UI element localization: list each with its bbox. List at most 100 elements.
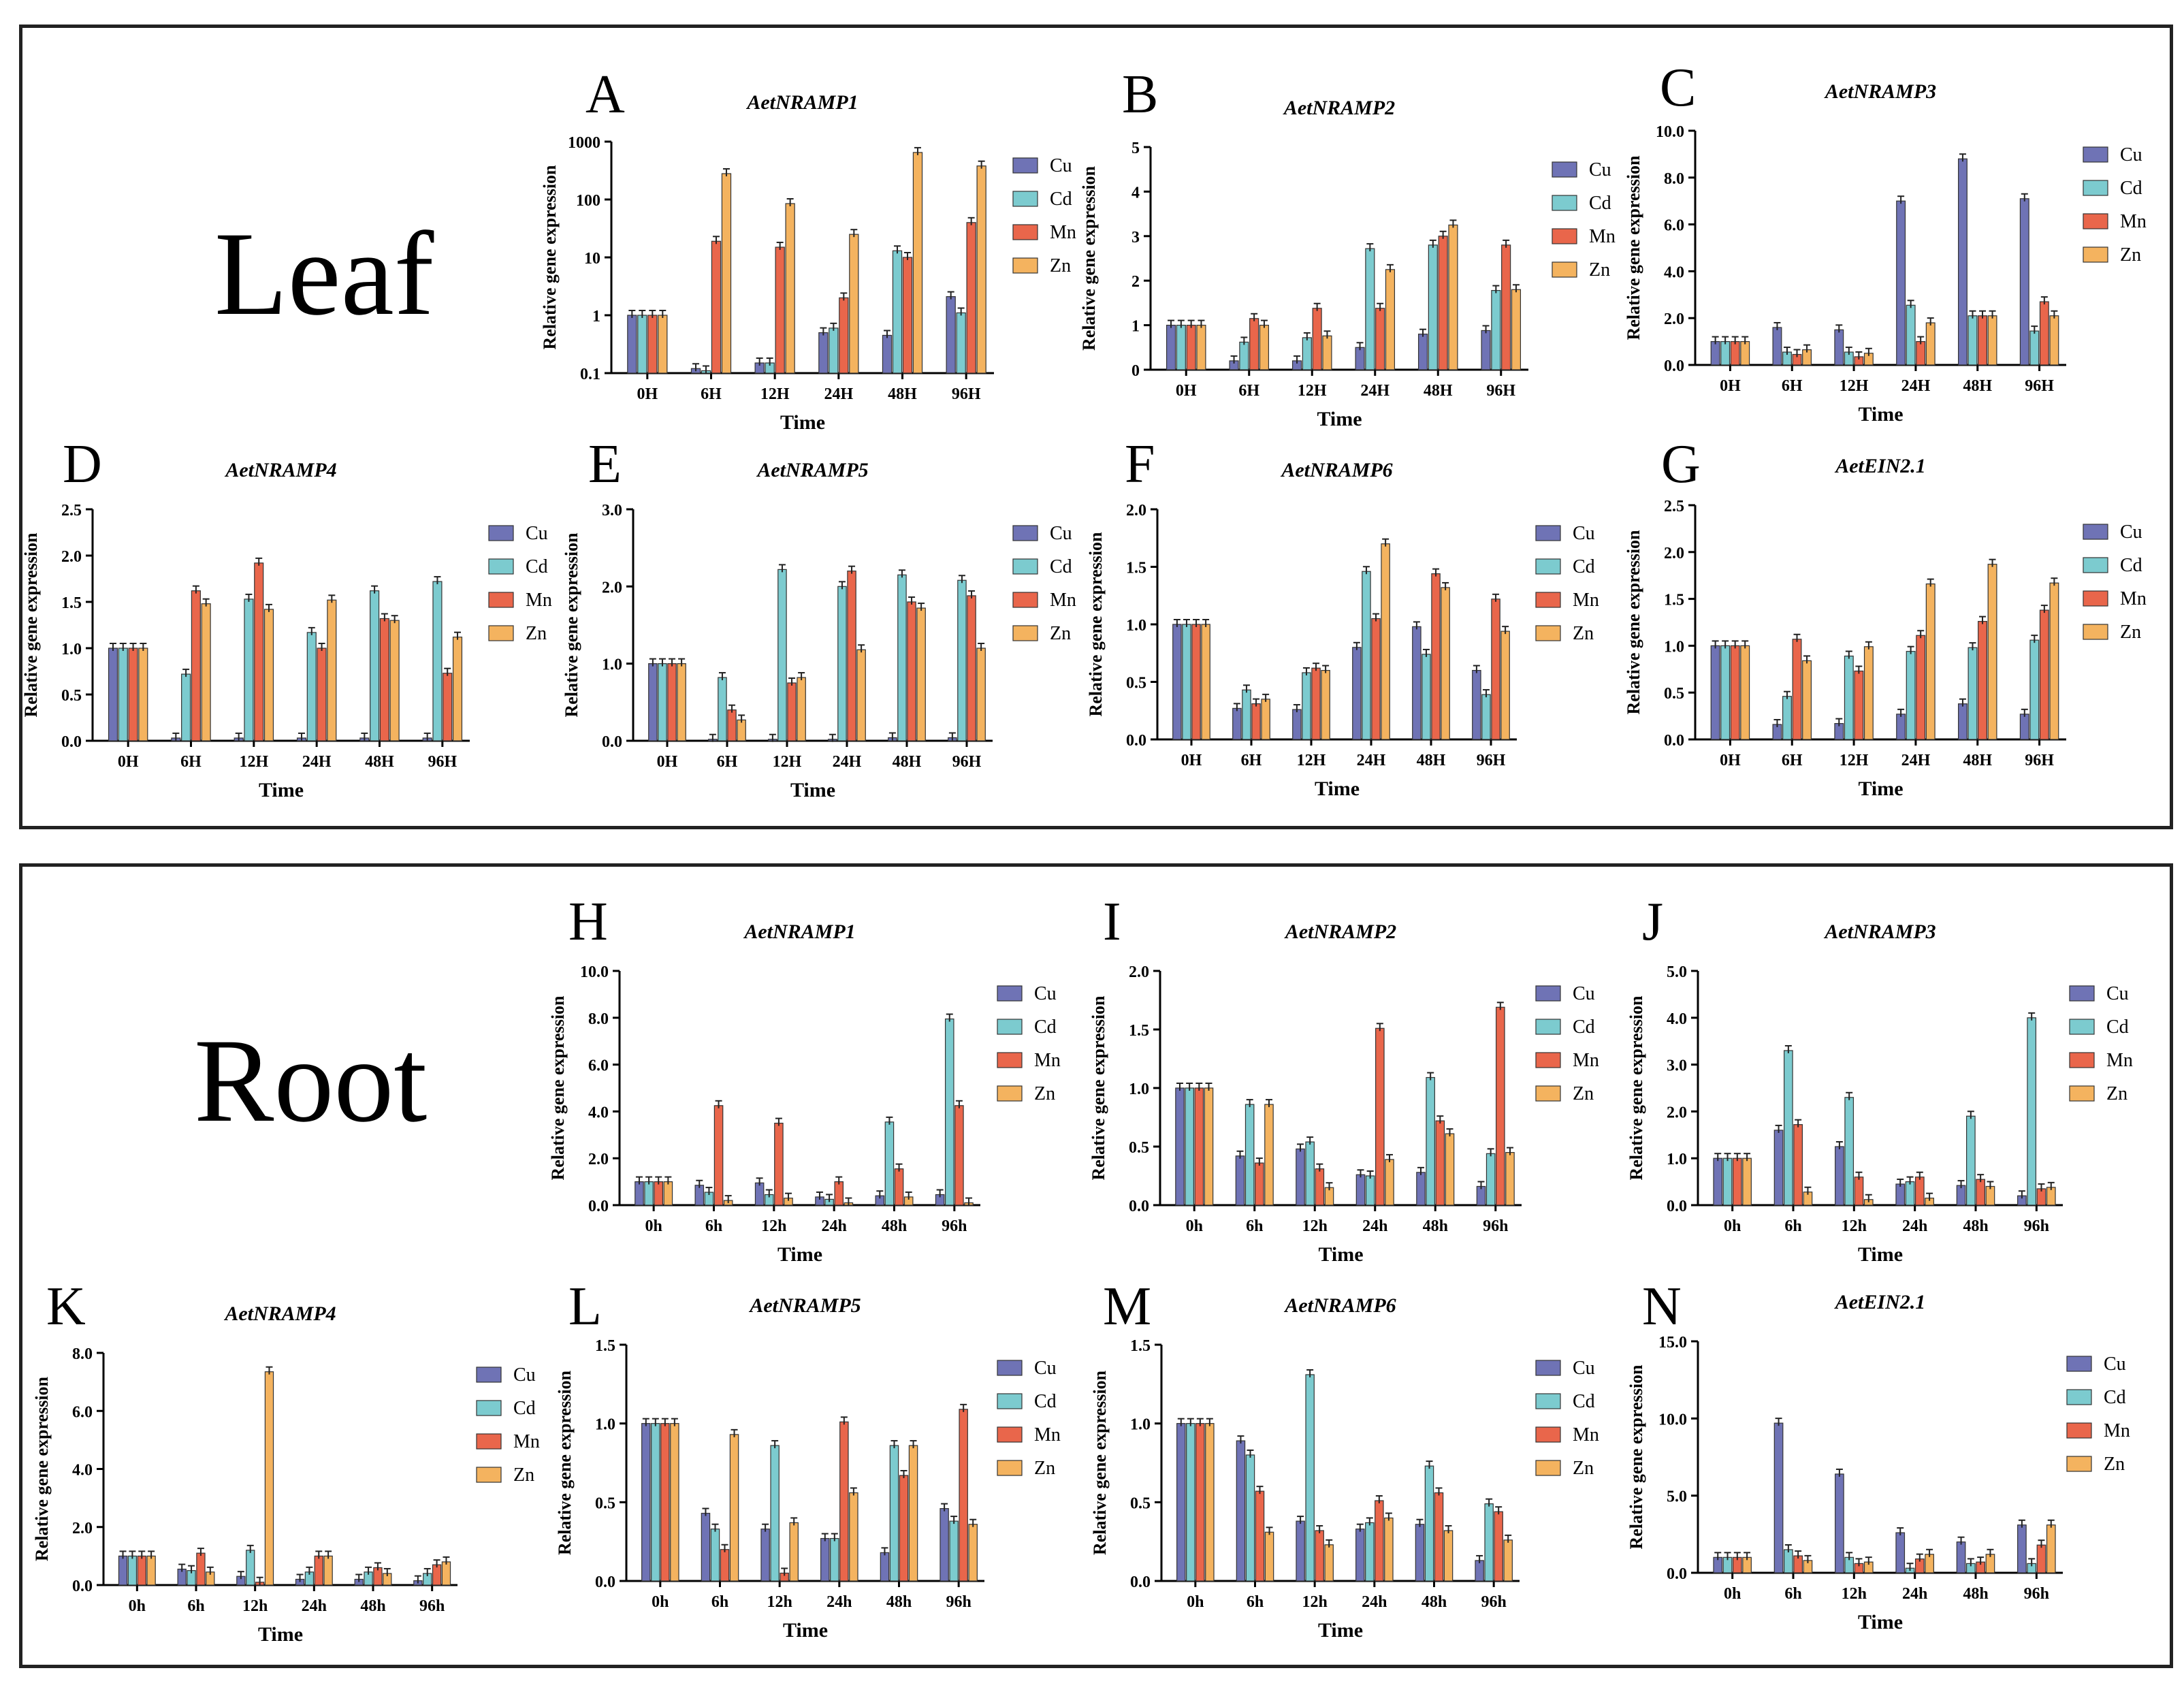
legend-label-zn: Zn bbox=[1573, 623, 1594, 644]
legend-swatch-zn bbox=[2066, 1456, 2092, 1472]
bar-mn bbox=[1435, 1120, 1445, 1206]
x-tick-label: 12H bbox=[1840, 752, 1869, 769]
legend-label-mn: Mn bbox=[1573, 1050, 1599, 1071]
bar-mn bbox=[1916, 341, 1926, 366]
chart-panel-j: J AetNRAMP3 0.0 1.0 2.0 3.0 4.0 5.0 Relative gen… bbox=[1626, 892, 2133, 1266]
y-tick-label: 6.0 bbox=[72, 1403, 93, 1421]
y-tick-label: 0.0 bbox=[1126, 732, 1146, 750]
bar-cd bbox=[1239, 341, 1249, 370]
bar-cu bbox=[1416, 1172, 1426, 1206]
bar-cd bbox=[651, 1423, 660, 1582]
y-tick-label: 0.0 bbox=[1667, 1565, 1687, 1583]
bar-mn bbox=[137, 1555, 146, 1586]
x-tick-label: 0h bbox=[1186, 1217, 1203, 1235]
panel-letter-j: J bbox=[1642, 892, 1663, 952]
bar-cd bbox=[637, 315, 647, 374]
legend-swatch-mn bbox=[997, 1052, 1023, 1068]
bar-mn bbox=[1978, 315, 1987, 366]
bar-cu bbox=[882, 334, 893, 374]
legend-label-mn: Mn bbox=[2120, 211, 2147, 232]
legend-swatch-cd bbox=[997, 1019, 1023, 1035]
bar-zn bbox=[441, 1561, 451, 1586]
bar-cd bbox=[1302, 337, 1312, 370]
x-tick-label: 24h bbox=[1362, 1217, 1387, 1235]
bar-cd bbox=[1905, 1181, 1915, 1206]
y-tick-label: 2.0 bbox=[588, 1151, 609, 1168]
bar-cu bbox=[118, 1555, 128, 1586]
y-tick-label: 100 bbox=[576, 192, 600, 210]
x-tick-label: 96h bbox=[1481, 1593, 1506, 1611]
legend-swatch-mn bbox=[2083, 590, 2108, 607]
x-tick-label: 0H bbox=[1181, 752, 1202, 769]
legend-swatch-mn bbox=[1535, 1052, 1561, 1068]
bar-cd bbox=[370, 590, 380, 741]
chart-panel-k: K AetNRAMP4 0.0 2.0 4.0 6.0 8.0 Relative gene e… bbox=[32, 1277, 540, 1646]
x-tick-label: 6H bbox=[180, 753, 202, 771]
bar-zn bbox=[1740, 341, 1750, 366]
y-tick-label: 10.0 bbox=[1658, 1411, 1687, 1428]
legend-label-cu: Cu bbox=[1573, 1358, 1595, 1379]
y-tick-label: 0.0 bbox=[72, 1578, 93, 1595]
bar-mn bbox=[660, 1423, 670, 1582]
bar-mn bbox=[443, 673, 453, 741]
bar-zn bbox=[976, 165, 986, 374]
x-tick-label: 48H bbox=[893, 753, 922, 771]
x-axis-label: Time bbox=[1858, 1243, 1903, 1266]
y-tick-label: 2.0 bbox=[61, 548, 82, 566]
bar-cd bbox=[1365, 1175, 1375, 1206]
x-tick-label: 48h bbox=[1422, 1593, 1447, 1611]
x-tick-label: 96H bbox=[952, 385, 981, 403]
x-tick-label: 12H bbox=[1298, 382, 1327, 400]
legend-label-cu: Cu bbox=[513, 1364, 536, 1386]
bar-mn bbox=[254, 562, 264, 741]
bar-cu bbox=[754, 1182, 765, 1206]
bar-cd bbox=[884, 1121, 895, 1206]
bar-cd bbox=[1720, 645, 1731, 740]
legend-label-cd: Cd bbox=[1050, 556, 1072, 577]
x-tick-label: 12H bbox=[773, 753, 802, 771]
bar-mn bbox=[1431, 573, 1441, 740]
bar-mn bbox=[1978, 621, 1987, 740]
chart-title-k: AetNRAMP4 bbox=[223, 1303, 336, 1325]
bar-cd bbox=[118, 648, 128, 741]
bar-zn bbox=[737, 719, 746, 741]
legend-label-cd: Cd bbox=[526, 556, 548, 577]
bar-zn bbox=[1385, 1159, 1394, 1206]
bar-zn bbox=[1802, 660, 1812, 740]
bar-mn bbox=[967, 595, 976, 741]
bar-cd bbox=[956, 312, 966, 374]
bar-zn bbox=[1740, 645, 1750, 740]
chart-title-a: AetNRAMP1 bbox=[745, 91, 858, 114]
legend-label-cd: Cd bbox=[1034, 1391, 1057, 1412]
x-tick-label: 0H bbox=[1720, 752, 1741, 769]
x-axis-label: Time bbox=[1858, 403, 1903, 426]
y-tick-label: 0.0 bbox=[588, 1198, 609, 1215]
bar-mn bbox=[839, 297, 849, 374]
x-tick-label: 24h bbox=[1902, 1217, 1927, 1235]
legend-label-mn: Mn bbox=[2104, 1420, 2130, 1441]
y-tick-label: 0.5 bbox=[1664, 685, 1684, 703]
x-tick-label: 96h bbox=[2024, 1217, 2049, 1235]
bar-zn bbox=[789, 1522, 799, 1582]
x-tick-label: 96h bbox=[2024, 1585, 2049, 1603]
bar-cu bbox=[1355, 1174, 1366, 1206]
legend-swatch-cu bbox=[2069, 985, 2095, 1002]
bar-cu bbox=[627, 315, 637, 374]
bar-cd bbox=[1365, 248, 1375, 370]
y-tick-label: 5.0 bbox=[1667, 963, 1687, 981]
legend-swatch-cu bbox=[2066, 1356, 2092, 1372]
y-axis-label: Relative gene expression bbox=[1624, 530, 1643, 715]
bar-mn bbox=[894, 1168, 904, 1206]
chart-panel-e: E AetNRAMP5 0.0 1.0 2.0 3.0 Relative gene expr… bbox=[562, 434, 1076, 801]
y-axis-label: Relative gene expression bbox=[1624, 155, 1643, 340]
bar-zn bbox=[968, 1524, 978, 1582]
bar-mn bbox=[654, 1181, 664, 1206]
bar-cu bbox=[1835, 1473, 1844, 1573]
x-tick-label: 0H bbox=[657, 753, 678, 771]
x-tick-label: 48H bbox=[365, 753, 394, 771]
legend-label-zn: Zn bbox=[1589, 259, 1610, 281]
legend-swatch-zn bbox=[1012, 625, 1038, 641]
bar-mn bbox=[1255, 1162, 1264, 1206]
bar-zn bbox=[849, 234, 859, 374]
bar-mn bbox=[432, 1564, 442, 1586]
